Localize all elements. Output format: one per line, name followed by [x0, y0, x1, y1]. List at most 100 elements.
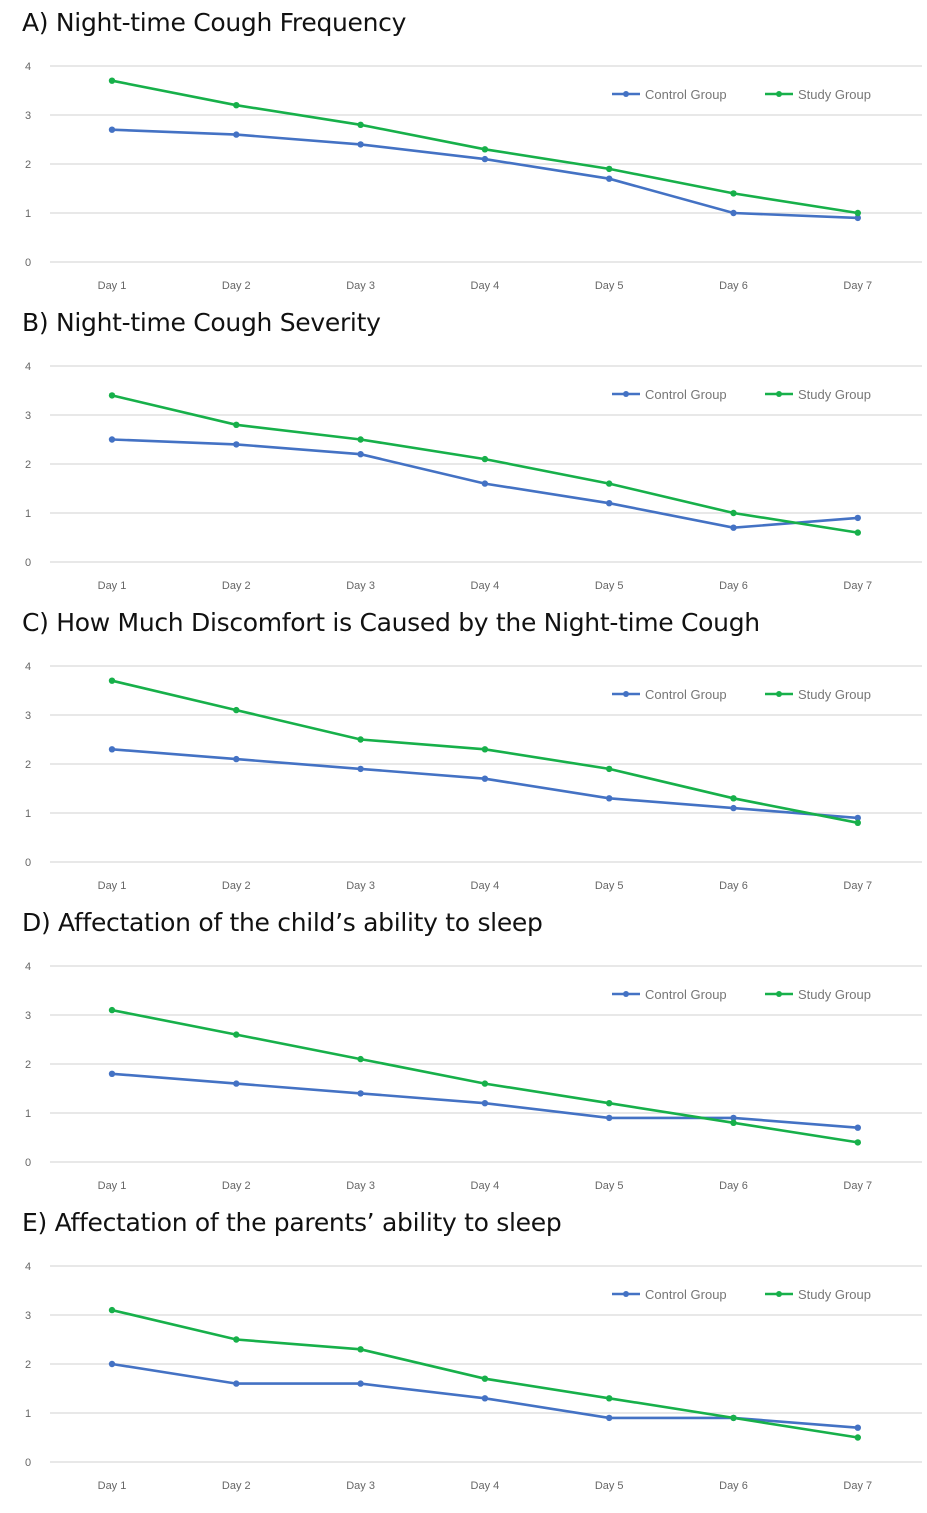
data-point-control [854, 814, 861, 822]
x-tick-label: Day 2 [222, 580, 251, 592]
legend-label: Control Group [645, 87, 727, 102]
y-tick-label: 0 [25, 857, 31, 869]
data-point-study [357, 1346, 364, 1353]
data-point-study [233, 421, 240, 428]
data-point-study [108, 1306, 116, 1314]
legend-label: Control Group [645, 1287, 727, 1302]
data-point-study [606, 1100, 613, 1107]
data-point-study [606, 480, 613, 487]
data-point-study [854, 1434, 861, 1441]
data-point-study [481, 1375, 489, 1382]
x-tick-label: Day 4 [471, 880, 500, 892]
x-tick-label: Day 1 [98, 580, 127, 592]
series-line-study [111, 1008, 859, 1144]
x-tick-label: Day 6 [719, 580, 748, 592]
data-point-control [481, 775, 489, 782]
legend-label: Study Group [798, 687, 871, 702]
data-point-study [481, 455, 489, 463]
data-point-control [730, 1114, 737, 1122]
y-tick-label: 4 [25, 661, 31, 673]
x-tick-label: Day 5 [595, 880, 624, 892]
x-tick-label: Day 2 [222, 1180, 251, 1192]
legend-label: Study Group [798, 87, 871, 102]
x-tick-label: Day 2 [222, 1480, 251, 1492]
data-point-study [108, 392, 116, 399]
x-tick-label: Day 2 [222, 880, 251, 892]
chart-panel-d: D) Affectation of the child’s ability to… [0, 900, 927, 1200]
data-point-control [730, 209, 737, 217]
x-tick-label: Day 3 [346, 280, 375, 292]
x-tick-label: Day 4 [471, 1480, 500, 1492]
chart-panel-e: E) Affectation of the parents’ ability t… [0, 1200, 927, 1500]
x-tick-label: Day 3 [346, 880, 375, 892]
legend-marker [623, 691, 629, 697]
x-tick-label: Day 1 [98, 1180, 127, 1192]
data-point-control [357, 1380, 364, 1387]
y-tick-label: 2 [25, 459, 31, 471]
data-point-study [730, 1119, 737, 1126]
data-point-study [108, 1006, 116, 1014]
x-tick-label: Day 4 [471, 280, 500, 292]
data-point-study [357, 1055, 364, 1063]
x-tick-label: Day 3 [346, 1180, 375, 1192]
chart-panel-c: C) How Much Discomfort is Caused by the … [0, 600, 927, 900]
series-line-control [111, 128, 858, 220]
x-tick-label: Day 5 [595, 1480, 624, 1492]
data-point-control [233, 755, 240, 763]
legend-label: Control Group [645, 687, 727, 702]
data-point-control [357, 141, 364, 148]
x-tick-label: Day 5 [595, 280, 624, 292]
data-point-study [606, 165, 613, 173]
data-point-study [730, 795, 737, 802]
y-tick-label: 0 [25, 1457, 31, 1469]
data-point-control [108, 1360, 116, 1368]
y-tick-label: 3 [25, 110, 31, 122]
data-point-control [233, 131, 240, 138]
data-point-control [481, 155, 489, 163]
y-tick-label: 2 [25, 1359, 31, 1371]
legend-label: Study Group [798, 1287, 871, 1302]
data-point-study [108, 677, 116, 684]
chart-title: E) Affectation of the parents’ ability t… [22, 1208, 562, 1237]
data-point-control [233, 441, 240, 448]
y-tick-label: 4 [25, 1261, 31, 1273]
line-chart: 0 1 2 3 4 Day 1 Day 2 Day 3 Day 4 Day 5 Day 6 Day 7… [25, 361, 922, 592]
y-tick-label: 2 [25, 759, 31, 771]
x-tick-label: Day 3 [346, 580, 375, 592]
data-point-control [606, 500, 613, 507]
data-point-study [481, 146, 489, 153]
data-point-study [730, 1414, 737, 1422]
data-point-study [357, 736, 364, 743]
y-tick-label: 0 [25, 557, 31, 569]
line-chart: 0 1 2 3 4 Day 1 Day 2 Day 3 Day 4 Day 5 Day 6 Day 7… [25, 661, 922, 892]
chart-title: A) Night-time Cough Frequency [22, 8, 407, 37]
data-point-study [854, 819, 861, 826]
data-point-control [606, 1414, 613, 1422]
y-tick-label: 3 [25, 1010, 31, 1022]
legend-marker [776, 1291, 782, 1297]
x-tick-label: Day 1 [98, 880, 127, 892]
legend-marker [623, 391, 629, 397]
x-tick-label: Day 4 [471, 580, 500, 592]
data-point-study [233, 1031, 240, 1038]
line-chart: 0 1 2 3 4 Day 1 Day 2 Day 3 Day 4 Day 5 Day 6 Day 7… [25, 1261, 922, 1492]
data-point-study [481, 1080, 489, 1087]
legend-marker [623, 91, 629, 97]
data-point-control [481, 480, 489, 487]
data-point-control [233, 1080, 240, 1087]
line-chart: 0 1 2 3 4 Day 1 Day 2 Day 3 Day 4 Day 5 Day 6 Day 7… [25, 61, 922, 292]
chart-title: D) Affectation of the child’s ability to… [22, 908, 543, 937]
data-point-control [854, 214, 861, 222]
chart-title: B) Night-time Cough Severity [22, 308, 381, 337]
y-tick-label: 1 [25, 208, 31, 220]
y-tick-label: 3 [25, 410, 31, 422]
x-tick-label: Day 5 [595, 1180, 624, 1192]
y-tick-label: 1 [25, 1408, 31, 1420]
legend-marker [623, 1291, 629, 1297]
x-tick-label: Day 7 [843, 1180, 872, 1192]
data-point-study [730, 509, 737, 517]
data-point-study [481, 746, 489, 753]
legend-marker [623, 991, 629, 997]
data-point-study [233, 102, 240, 109]
